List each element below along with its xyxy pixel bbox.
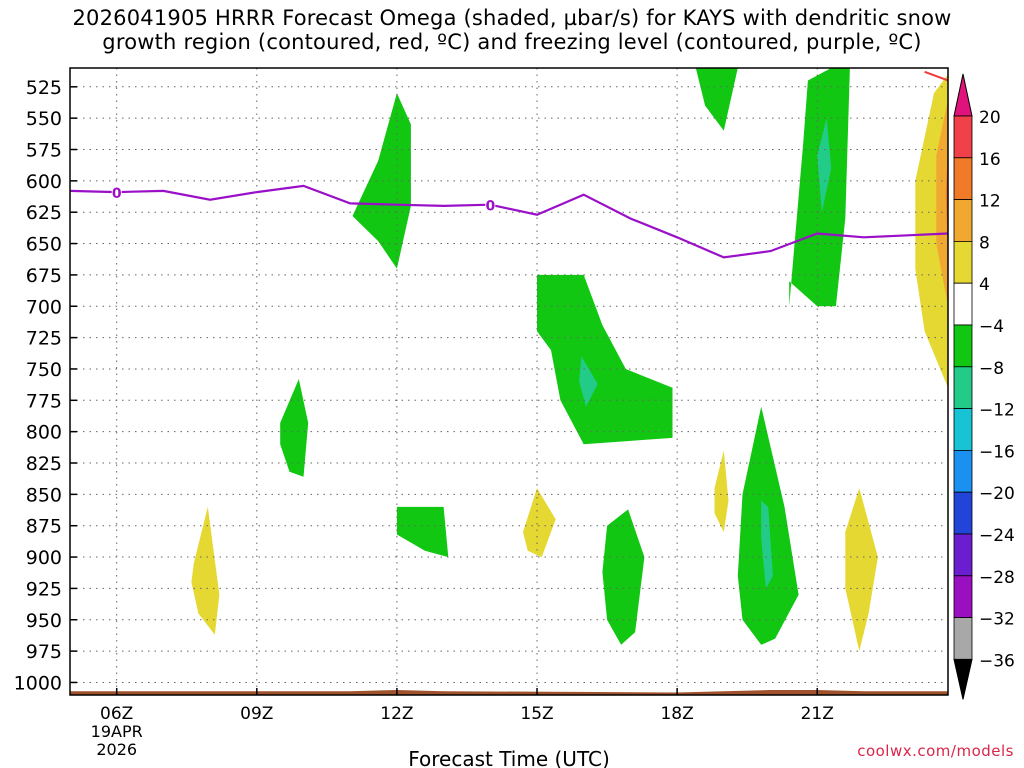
colorbar-label-13: −36 (979, 651, 1015, 671)
y-tick-label-775: 775 (26, 390, 62, 412)
colorbar-label-12: −32 (979, 610, 1015, 630)
y-tick-label-575: 575 (26, 140, 62, 162)
x-tick-label-15Z: 15Z (520, 704, 553, 724)
colorbar-swatch-m32_m28 (953, 575, 973, 618)
omega-area-6 (602, 509, 645, 645)
colorbar-swatch-m36_m32 (953, 617, 973, 660)
y-tick-label-750: 750 (26, 359, 62, 381)
omega-area-12 (936, 99, 948, 307)
colorbar-swatch-gt16 (953, 115, 973, 159)
omega-area-0 (352, 93, 411, 269)
x-tick-label-21Z: 21Z (801, 704, 834, 724)
colorbar-swatch-m20_m16 (953, 449, 973, 493)
x-tick-label-09Z: 09Z (240, 704, 273, 724)
chart-title-line-1: 2026041905 HRRR Forecast Omega (shaded, … (72, 6, 952, 30)
x-tick-date-label: 19APR (91, 722, 143, 741)
dgz-contour-line (924, 70, 948, 82)
chart-title-line-2: growth region (contoured, red, ºC) and f… (102, 30, 922, 54)
colorbar-swatch-12_16 (953, 157, 973, 201)
omega-area-3 (537, 274, 673, 445)
freezing-level-label-0: 0 (112, 186, 122, 202)
grid-lines (70, 68, 948, 695)
y-tick-label-850: 850 (26, 484, 62, 506)
colorbar-label-8: −16 (979, 442, 1015, 462)
plot-frame (69, 67, 949, 696)
omega-area-15 (523, 488, 556, 558)
y-tick-label-550: 550 (26, 108, 62, 130)
freezing-level-label-bg-1 (485, 196, 496, 213)
y-tick-label-725: 725 (26, 328, 62, 350)
omega-area-1 (280, 379, 309, 477)
y-tick-label-975: 975 (26, 641, 62, 663)
y-axis: 525 550 575 600 625 650 675 700 725 750 775 800 825 8… (14, 77, 77, 694)
y-tick-label-900: 900 (26, 547, 62, 569)
colorbar-label-2: 12 (979, 192, 1001, 212)
y-tick-label-1000: 1000 (14, 672, 62, 694)
terrain-layer (70, 690, 948, 695)
colorbar: 20 16 12 8 4 −4 −8 −12 −16 −20 −24 −28 −32 −36 (953, 73, 1015, 700)
colorbar-label-4: 4 (979, 275, 990, 295)
colorbar-label-11: −28 (979, 568, 1015, 588)
x-tick-year-label: 2026 (96, 740, 137, 759)
y-tick-label-825: 825 (26, 453, 62, 475)
y-tick-label-600: 600 (26, 171, 62, 193)
y-tick-label-800: 800 (26, 422, 62, 444)
x-tick-label-18Z: 18Z (660, 704, 693, 724)
colorbar-label-10: −24 (979, 526, 1015, 546)
omega-shading-layer (191, 68, 948, 652)
omega-area-14 (191, 506, 220, 635)
y-tick-label-925: 925 (26, 578, 62, 600)
omega-area-8 (761, 500, 773, 589)
x-axis-label: Forecast Time (UTC) (408, 747, 610, 768)
colorbar-bottom-arrow (953, 658, 973, 700)
colorbar-label-9: −20 (979, 484, 1015, 504)
x-tick-label-06Z: 06Z (100, 704, 133, 724)
contour-layer: 00 (70, 70, 948, 259)
omega-area-10 (817, 118, 832, 213)
y-tick-label-525: 525 (26, 77, 62, 99)
y-tick-label-700: 700 (26, 296, 62, 318)
freezing-level-label-bg-0 (111, 184, 122, 201)
y-tick-label-650: 650 (26, 234, 62, 256)
colorbar-label-1: 16 (979, 150, 1001, 170)
omega-area-17 (845, 488, 878, 652)
chart-title: 2026041905 HRRR Forecast Omega (shaded, … (0, 6, 1024, 54)
terrain-band (70, 690, 948, 695)
omega-area-5 (695, 68, 738, 131)
colorbar-swatch-4_8 (953, 240, 973, 284)
colorbar-swatch-m4_4 (953, 282, 973, 326)
omega-area-9 (789, 68, 850, 307)
omega-area-2 (396, 506, 449, 558)
omega-area-16 (714, 450, 729, 532)
colorbar-swatch-m12_m8 (953, 366, 973, 409)
freezing-level-label-1: 0 (485, 199, 495, 215)
colorbar-label-7: −12 (979, 401, 1015, 421)
colorbar-label-5: −4 (979, 317, 1004, 337)
colorbar-swatch-m16_m12 (953, 408, 973, 451)
y-tick-label-950: 950 (26, 610, 62, 632)
y-tick-label-625: 625 (26, 202, 62, 224)
colorbar-swatch-m8_m4 (953, 324, 973, 368)
colorbar-label-6: −8 (979, 359, 1004, 379)
credit-text: coolwx.com/models (857, 742, 1014, 760)
colorbar-swatch-m24_m20 (953, 491, 973, 535)
colorbar-label-3: 8 (979, 233, 990, 253)
colorbar-label-0: 20 (979, 108, 1001, 128)
x-tick-label-12Z: 12Z (380, 704, 413, 724)
colorbar-top-arrow (953, 73, 973, 117)
colorbar-swatch-m28_m24 (953, 533, 973, 577)
y-tick-label-875: 875 (26, 516, 62, 538)
y-tick-label-675: 675 (26, 265, 62, 287)
colorbar-swatch-8_12 (953, 199, 973, 242)
